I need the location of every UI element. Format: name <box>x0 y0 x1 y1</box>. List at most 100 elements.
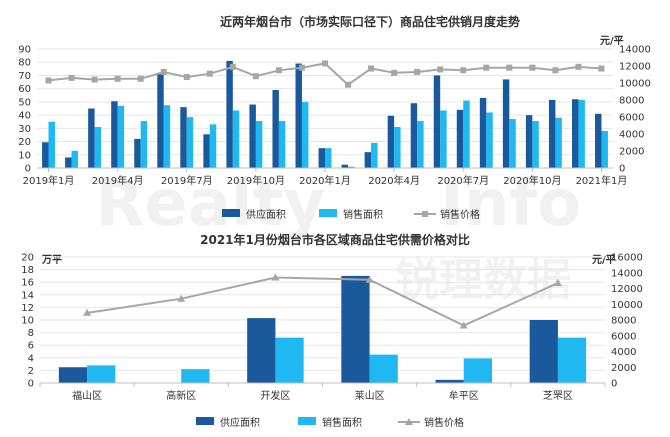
bar-supply <box>387 115 395 168</box>
bar-supply <box>341 275 370 383</box>
legend-label: 供应面积 <box>220 416 260 429</box>
price-point <box>368 65 375 72</box>
bar-sales <box>48 121 55 168</box>
bar-sales <box>557 337 587 383</box>
bar-sales <box>369 354 398 383</box>
chart2-left-unit: 万平 <box>41 254 62 266</box>
price-point <box>460 67 467 74</box>
bar-sales <box>278 121 286 168</box>
bar-supply <box>65 157 72 168</box>
y-left-tick-label: 12 <box>21 303 34 314</box>
y-left-tick-label: 6 <box>28 341 34 352</box>
bar-sales <box>186 117 194 168</box>
y-left-tick-label: 70 <box>18 71 31 82</box>
x-tick-label: 2019年1月 <box>23 174 75 187</box>
watermark-tail: Info <box>440 167 581 241</box>
legend-label: 销售价格 <box>440 208 480 221</box>
price-point <box>183 74 190 81</box>
y-left-tick-label: 8 <box>28 328 34 339</box>
bar-supply <box>433 75 441 168</box>
bar-sales <box>463 100 470 168</box>
y-left-tick-label: 14 <box>21 290 34 301</box>
bar-supply <box>595 113 602 168</box>
y-left-tick-label: 10 <box>21 316 34 327</box>
bar-supply <box>410 103 418 168</box>
watermark-latin: Realty <box>95 167 325 241</box>
bar-sales <box>117 105 125 168</box>
bar-sales <box>601 130 608 168</box>
price-point <box>322 60 328 67</box>
price-point <box>437 66 444 73</box>
price-point <box>529 64 536 71</box>
bar-supply <box>42 142 49 168</box>
chart1-title: 近两年烟台市（市场实际口径下）商品住宅供销月度走势 <box>220 14 520 29</box>
price-point <box>414 68 421 75</box>
y-right-tick-label: 14000 <box>611 268 643 279</box>
price-point <box>552 67 559 74</box>
bar-supply <box>58 367 88 383</box>
bar-sales <box>140 121 148 168</box>
legend-swatch <box>319 209 337 217</box>
bar-sales <box>275 337 304 383</box>
bar-sales <box>463 358 492 383</box>
bar-supply <box>272 89 279 168</box>
price-point <box>68 74 75 81</box>
bar-sales <box>301 101 309 168</box>
price-point <box>252 73 259 80</box>
price-point <box>553 278 562 286</box>
bar-supply <box>548 99 556 168</box>
price-point <box>83 308 92 316</box>
y-right-tick-label: 12000 <box>619 62 651 73</box>
price-point <box>229 63 236 70</box>
y-left-tick-label: 90 <box>18 45 31 56</box>
bar-supply <box>502 79 510 168</box>
y-right-tick-label: 4000 <box>611 347 636 358</box>
y-right-tick-label: 2000 <box>619 147 644 158</box>
price-point <box>598 65 605 72</box>
y-left-tick-label: 30 <box>18 124 31 135</box>
bar-supply <box>341 164 349 168</box>
y-left-tick-label: 18 <box>21 265 34 276</box>
bar-sales <box>348 166 355 168</box>
bar-supply <box>249 104 256 168</box>
price-point <box>160 68 167 75</box>
y-right-tick-label: 0 <box>611 379 617 390</box>
bar-supply <box>203 134 210 168</box>
bar-sales <box>555 117 562 168</box>
price-point <box>91 76 98 83</box>
price-series-line <box>86 276 559 327</box>
legend-marker <box>405 418 413 425</box>
bar-sales <box>209 124 217 168</box>
x-category-label: 福山区 <box>72 389 102 402</box>
bar-supply <box>318 148 325 168</box>
x-category-label: 高新区 <box>166 389 196 402</box>
price-point <box>177 294 186 302</box>
legend-swatch <box>298 417 316 425</box>
x-tick-label: 2020年10月 <box>503 174 561 187</box>
y-right-tick-label: 12000 <box>611 284 643 295</box>
price-point <box>459 321 468 329</box>
y-left-tick-label: 10 <box>18 150 31 161</box>
x-category-label: 牟平区 <box>449 389 479 402</box>
y-right-tick-label: 8000 <box>619 96 644 107</box>
price-point <box>506 64 513 71</box>
bar-sales <box>325 148 332 168</box>
y-left-tick-label: 60 <box>18 84 31 95</box>
bar-sales <box>394 127 401 168</box>
bar-sales <box>181 369 210 383</box>
legend-label: 供应面积 <box>246 208 286 221</box>
legend-marker <box>422 211 428 217</box>
bar-sales <box>163 105 171 168</box>
y-left-tick-label: 50 <box>18 97 31 108</box>
bar-supply <box>435 379 464 383</box>
price-point <box>365 275 374 283</box>
bar-sales <box>532 121 539 168</box>
x-tick-label: 2020年1月 <box>299 174 351 187</box>
price-point <box>391 69 398 76</box>
price-point <box>345 81 352 88</box>
bar-sales <box>255 121 263 168</box>
watermark-cn: 锐理数据 <box>395 255 571 306</box>
bar-sales <box>417 121 424 168</box>
